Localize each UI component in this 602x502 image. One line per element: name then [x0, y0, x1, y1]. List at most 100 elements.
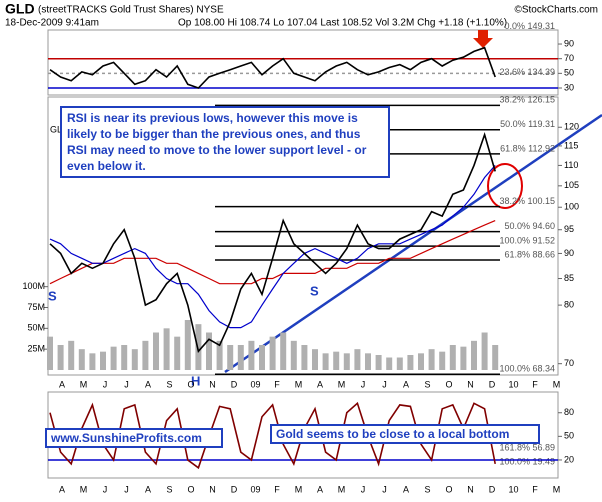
x-tick-label: F — [532, 484, 538, 494]
volume-bar — [195, 324, 202, 370]
series-line — [49, 401, 496, 470]
x-tick-label: D — [489, 484, 496, 494]
volume-bar — [492, 345, 499, 370]
x-tick-label: M — [80, 484, 88, 494]
volume-bar — [174, 336, 181, 370]
fib-label: 100.0% 19.49 — [499, 456, 555, 466]
y-tick-label: 80 — [564, 299, 574, 309]
x-tick-label: J — [382, 379, 387, 389]
volume-bar — [471, 340, 477, 370]
x-tick-label: A — [145, 379, 151, 389]
x-tick-label: M — [295, 379, 303, 389]
fib-label: 50.0% 119.31 — [500, 119, 555, 129]
stoch-note: Gold seems to be close to a local bottom — [270, 424, 540, 444]
x-tick-label: M — [338, 379, 346, 389]
y-tick-label: 85 — [564, 273, 574, 283]
series-line — [49, 165, 496, 329]
x-tick-label: A — [317, 484, 323, 494]
x-tick-label: D — [231, 484, 238, 494]
series-line — [49, 131, 496, 353]
fib-label: 61.8% 88.66 — [504, 249, 555, 259]
arrow — [473, 30, 493, 48]
volume-bar — [68, 340, 75, 370]
volume-bar — [322, 353, 329, 370]
x-tick-label: F — [274, 379, 280, 389]
x-tick-label: M — [295, 484, 303, 494]
y2-tick-label: 75M — [27, 302, 45, 312]
volume-bar — [396, 357, 403, 370]
y-tick-label: 90 — [564, 38, 574, 48]
rsi-panel — [47, 29, 559, 96]
volume-bar — [407, 355, 414, 370]
x-tick-label: N — [209, 484, 216, 494]
volume-bar — [216, 340, 223, 370]
volume-bar — [365, 353, 371, 370]
x-tick-label: O — [187, 484, 194, 494]
x-tick-label: 10 — [508, 379, 518, 389]
security-name: (streetTRACKS Gold Trust Shares) NYSE — [38, 5, 224, 16]
x-tick-label: N — [209, 379, 216, 389]
x-tick-label: O — [445, 379, 452, 389]
x-tick-label: M — [338, 484, 346, 494]
x-tick-label: A — [403, 484, 409, 494]
series-line — [49, 46, 496, 89]
y2-tick-label: 50M — [27, 323, 45, 333]
x-tick-label: A — [59, 379, 65, 389]
x-tick-label: S — [424, 484, 430, 494]
site-label: www.SunshineProfits.com — [45, 428, 223, 448]
x-tick-label: J — [382, 484, 387, 494]
x-tick-label: S — [424, 379, 430, 389]
fib-label: 0.0% 149.31 — [504, 21, 555, 31]
volume-bar — [100, 351, 106, 370]
y-tick-label: 95 — [564, 224, 574, 234]
x-tick-label: M — [553, 484, 561, 494]
fib-label: 38.2% 126.15 — [499, 95, 555, 105]
x-tick-label: 10 — [508, 484, 518, 494]
y-tick-label: 70 — [564, 53, 574, 63]
marker: S — [48, 288, 57, 303]
x-tick-label: D — [489, 379, 496, 389]
x-tick-label: J — [103, 484, 108, 494]
highlight-circle — [487, 163, 523, 209]
volume-bar — [428, 349, 435, 370]
x-tick-label: J — [124, 379, 129, 389]
date: 18-Dec-2009 9:41am — [5, 18, 99, 29]
volume-bar — [460, 346, 467, 370]
volume-bar — [343, 353, 350, 370]
panel-label: GLD — [50, 124, 69, 134]
volume-bar — [227, 345, 234, 370]
trend-line — [224, 113, 602, 374]
volume-bar — [375, 355, 382, 370]
x-tick-label: D — [231, 379, 238, 389]
volume-bar — [386, 357, 393, 370]
y-tick-label: 30 — [564, 82, 574, 92]
y2-tick-label: 25M — [27, 344, 45, 354]
volume-bar — [439, 351, 446, 370]
x-tick-label: 09 — [250, 484, 260, 494]
y-tick-label: 115 — [564, 140, 578, 150]
volume-bar — [110, 346, 117, 370]
x-tick-label: J — [124, 484, 129, 494]
volume-bar — [312, 349, 318, 370]
volume-bar — [89, 353, 96, 370]
y-tick-label: 20 — [564, 454, 574, 464]
volume-bar — [418, 353, 424, 370]
rsi-note: RSI is near its previous lows, however t… — [60, 106, 390, 178]
x-tick-label: N — [467, 484, 474, 494]
y-tick-label: 50 — [564, 431, 574, 441]
fib-label: 61.8% 112.92 — [500, 143, 555, 153]
volume-bar — [206, 332, 212, 370]
fib-label: 161.8% 56.89 — [499, 442, 555, 452]
volume-bar — [449, 345, 456, 370]
x-tick-label: J — [361, 379, 366, 389]
marker: S — [310, 283, 319, 298]
y-tick-label: 105 — [564, 180, 579, 190]
x-tick-label: A — [403, 379, 409, 389]
quote: Op 108.00 Hi 108.74 Lo 107.04 Last 108.5… — [178, 18, 507, 29]
x-tick-label: S — [166, 379, 172, 389]
volume-bar — [121, 345, 128, 370]
volume-bar — [163, 328, 170, 370]
volume-bar — [481, 332, 488, 370]
x-tick-label: S — [166, 484, 172, 494]
